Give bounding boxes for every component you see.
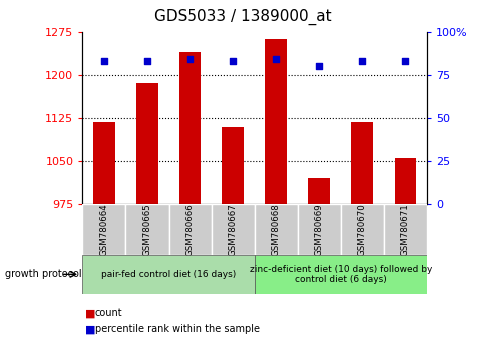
Bar bbox=[136, 83, 157, 204]
Text: GSM780667: GSM780667 bbox=[228, 203, 237, 256]
Text: GSM780666: GSM780666 bbox=[185, 203, 194, 256]
Bar bbox=[297, 204, 340, 255]
Bar bbox=[168, 204, 211, 255]
Bar bbox=[93, 122, 115, 204]
Point bbox=[358, 58, 365, 64]
Point bbox=[401, 58, 408, 64]
Bar bbox=[351, 122, 372, 204]
Bar bbox=[308, 178, 329, 204]
Point bbox=[229, 58, 237, 64]
Bar bbox=[222, 127, 243, 204]
Text: GSM780669: GSM780669 bbox=[314, 203, 323, 256]
Point bbox=[186, 57, 194, 62]
Text: GSM780664: GSM780664 bbox=[99, 203, 108, 256]
Bar bbox=[179, 52, 200, 204]
Text: GSM780665: GSM780665 bbox=[142, 203, 151, 256]
Bar bbox=[254, 204, 297, 255]
Bar bbox=[254, 255, 426, 294]
Bar bbox=[211, 204, 254, 255]
Text: count: count bbox=[94, 308, 122, 318]
Text: GDS5033 / 1389000_at: GDS5033 / 1389000_at bbox=[153, 9, 331, 25]
Text: ■: ■ bbox=[85, 308, 95, 318]
Bar bbox=[393, 158, 415, 204]
Bar bbox=[82, 204, 125, 255]
Text: GSM780668: GSM780668 bbox=[271, 203, 280, 256]
Point bbox=[143, 58, 151, 64]
Bar bbox=[125, 204, 168, 255]
Text: GSM780671: GSM780671 bbox=[400, 203, 409, 256]
Bar bbox=[82, 255, 254, 294]
Point bbox=[272, 57, 279, 62]
Text: GSM780670: GSM780670 bbox=[357, 203, 366, 256]
Text: percentile rank within the sample: percentile rank within the sample bbox=[94, 324, 259, 334]
Bar bbox=[265, 39, 287, 204]
Text: pair-fed control diet (16 days): pair-fed control diet (16 days) bbox=[101, 270, 236, 279]
Text: zinc-deficient diet (10 days) followed by
control diet (6 days): zinc-deficient diet (10 days) followed b… bbox=[249, 265, 431, 284]
Point bbox=[100, 58, 107, 64]
Bar bbox=[340, 204, 383, 255]
Bar bbox=[383, 204, 426, 255]
Text: ■: ■ bbox=[85, 324, 95, 334]
Text: growth protocol: growth protocol bbox=[5, 269, 81, 279]
Point bbox=[315, 63, 322, 69]
